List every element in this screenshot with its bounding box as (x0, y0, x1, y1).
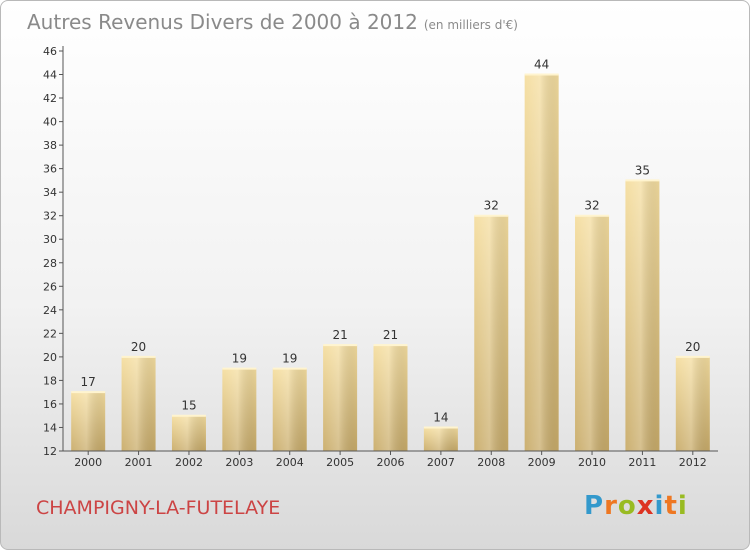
x-tick-label: 2011 (628, 456, 656, 469)
y-tick-label: 20 (43, 351, 57, 364)
y-tick-label: 46 (43, 45, 57, 58)
bar-value-label: 35 (635, 163, 650, 177)
x-tick-label: 2000 (74, 456, 102, 469)
x-tick-label: 2002 (175, 456, 203, 469)
chart-subtitle: (en milliers d'€) (423, 18, 518, 32)
x-tick-label: 2004 (276, 456, 304, 469)
bar-shine (625, 180, 660, 452)
x-tick-label: 2006 (377, 456, 405, 469)
y-tick-label: 24 (43, 304, 57, 317)
bar-value-label: 19 (282, 352, 297, 366)
bar-value-label: 19 (232, 352, 247, 366)
bar-shine (474, 215, 509, 451)
y-tick-label: 22 (43, 327, 57, 340)
bar-shine (373, 345, 408, 451)
bar-shine (222, 368, 257, 451)
bar-group-2003: 19 (222, 352, 257, 451)
logo-letter: o (617, 491, 637, 521)
commune-name: CHAMPIGNY-LA-FUTELAYE (36, 497, 281, 519)
bar-value-label: 44 (534, 58, 549, 72)
y-tick-label: 42 (43, 92, 57, 105)
logo-letter: i (654, 491, 665, 521)
bar-shine (71, 392, 106, 451)
bar-group-2012: 20 (675, 340, 710, 451)
bar-group-2002: 15 (171, 399, 206, 451)
y-tick-label: 38 (43, 139, 57, 152)
bar-shine (171, 415, 206, 451)
y-tick-label: 12 (43, 445, 57, 458)
y-tick-label: 18 (43, 374, 57, 387)
y-axis: 12 14 16 18 20 22 24 26 28 30 32 34 36 38 40 42 44 46 (43, 45, 64, 458)
x-tick-label: 2005 (326, 456, 354, 469)
bar-group-2001: 20 (121, 340, 156, 451)
x-tick-label: 2010 (578, 456, 606, 469)
bar-group-2006: 21 (373, 328, 408, 451)
y-tick-label: 14 (43, 421, 57, 434)
bar-shine (121, 356, 156, 451)
bar-group-2008: 32 (474, 199, 509, 451)
x-tick-label: 2008 (477, 456, 505, 469)
bar-value-label: 15 (181, 399, 196, 413)
bar-shine (423, 427, 458, 451)
y-tick-label: 30 (43, 233, 57, 246)
logo-letter: t (664, 491, 678, 521)
bar-group-2004: 19 (272, 352, 307, 451)
chart-title-row: Autres Revenus Divers de 2000 à 2012 (en … (27, 10, 518, 34)
bar-group-2005: 21 (323, 328, 358, 451)
y-tick-label: 32 (43, 210, 57, 223)
bar-value-label: 21 (383, 328, 398, 342)
logo-letter: r (604, 491, 618, 521)
x-tick-label: 2001 (125, 456, 153, 469)
bar-group-2010: 32 (575, 199, 610, 451)
bar-value-label: 32 (484, 199, 499, 213)
x-tick-label: 2009 (528, 456, 556, 469)
bar-group-2009: 44 (524, 58, 559, 451)
bar-group-2000: 17 (71, 375, 106, 451)
logo-letter: x (636, 491, 655, 521)
bar-value-label: 17 (81, 375, 96, 389)
bar-shine (524, 74, 559, 451)
x-tick-label: 2012 (679, 456, 707, 469)
bar-group-2007: 14 (423, 410, 458, 451)
proxiti-logo: Proxiti (584, 491, 688, 521)
y-tick-label: 28 (43, 257, 57, 270)
bar-value-label: 20 (131, 340, 146, 354)
y-tick-label: 26 (43, 280, 57, 293)
y-tick-label: 34 (43, 186, 57, 199)
x-tick-label: 2007 (427, 456, 455, 469)
y-tick-label: 16 (43, 398, 57, 411)
x-tick-label: 2003 (225, 456, 253, 469)
bar-shine (675, 356, 710, 451)
bar-value-label: 32 (584, 199, 599, 213)
y-tick-label: 40 (43, 116, 57, 129)
y-tick-label: 44 (43, 69, 57, 82)
chart-title: Autres Revenus Divers de 2000 à 2012 (27, 10, 418, 34)
logo-letter: P (584, 491, 605, 521)
bar-group-2011: 35 (625, 163, 660, 452)
bar-shine (272, 368, 307, 451)
bar-value-label: 14 (433, 410, 448, 424)
x-axis: 2000 2001 2002 2003 2004 2005 2006 2007 2008 2009… (63, 450, 718, 469)
bars: 17 20 15 19 19 21 21 14 32 44 32 35 20 (71, 58, 710, 452)
bar-value-label: 21 (332, 328, 347, 342)
bar-shine (575, 215, 610, 451)
logo-letter: i (677, 491, 688, 521)
y-tick-label: 36 (43, 163, 57, 176)
bar-value-label: 20 (685, 340, 700, 354)
bar-shine (323, 345, 358, 451)
